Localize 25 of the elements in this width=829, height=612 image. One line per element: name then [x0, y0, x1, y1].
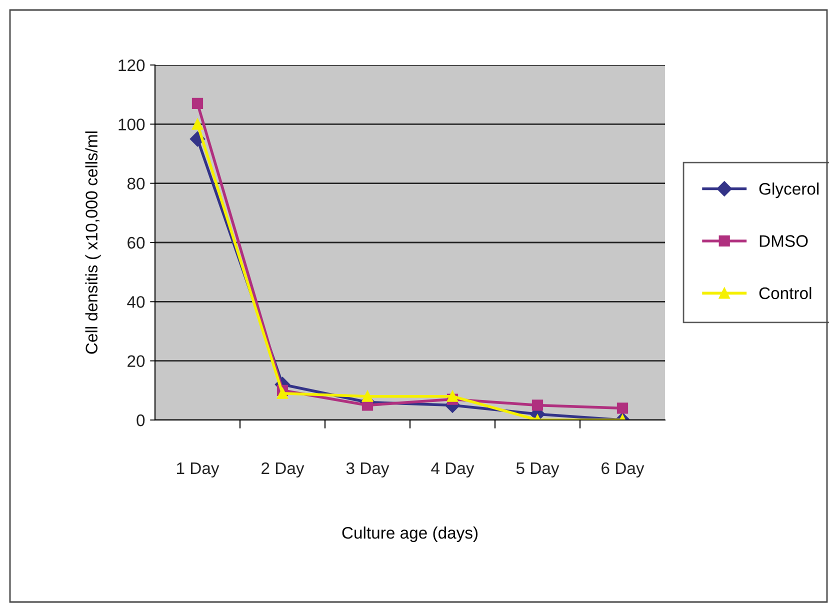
y-tick-label: 100 — [118, 118, 145, 130]
y-tick-label: 120 — [118, 59, 145, 72]
legend-label: Glycerol — [759, 182, 819, 198]
point — [362, 390, 374, 402]
x-tick-label: 5 Day — [516, 462, 560, 478]
x-tick-label: 2 Day — [262, 462, 304, 478]
y-tick-label: 60 — [128, 236, 145, 249]
point — [192, 118, 204, 130]
x-tick-label: 6 Day — [602, 462, 644, 478]
y-tick-label: 0 — [136, 414, 145, 426]
x-tick-label: 1 Day — [177, 462, 220, 478]
y-axis-title: Cell densitis ( x10,000 cells/ml — [85, 132, 101, 354]
legend-label: DMSO — [760, 235, 808, 247]
x-tick-label: 4 Day — [431, 462, 474, 478]
legend-label: Control — [759, 286, 812, 300]
point — [192, 98, 204, 110]
y-tick-label: 20 — [128, 355, 145, 368]
point — [276, 388, 288, 399]
point — [446, 390, 458, 402]
y-tick-label: 80 — [127, 178, 145, 190]
point — [532, 400, 544, 411]
x-axis-title: Culture age (days) — [342, 526, 478, 542]
x-tick-label: 3 Day — [346, 462, 390, 478]
point — [616, 402, 628, 414]
y-tick-label: 40 — [127, 296, 145, 308]
